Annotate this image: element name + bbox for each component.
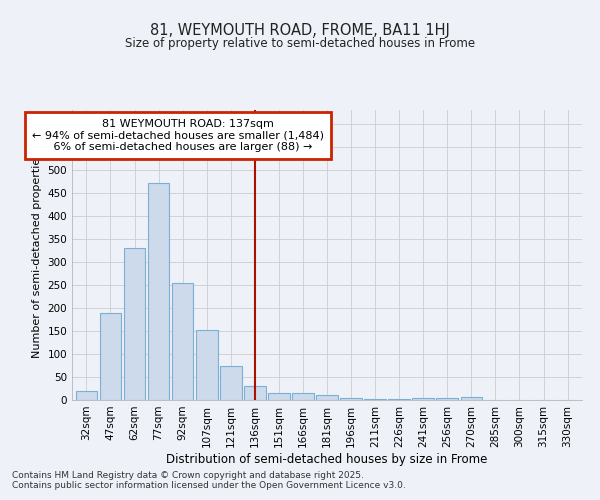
Bar <box>196 330 218 400</box>
Bar <box>316 395 338 400</box>
Bar <box>436 398 458 400</box>
Bar <box>148 182 169 400</box>
Text: 81 WEYMOUTH ROAD: 137sqm
← 94% of semi-detached houses are smaller (1,484)
   6%: 81 WEYMOUTH ROAD: 137sqm ← 94% of semi-d… <box>32 118 324 152</box>
Bar <box>76 391 97 400</box>
Bar <box>461 397 482 400</box>
Y-axis label: Number of semi-detached properties: Number of semi-detached properties <box>32 152 42 358</box>
Text: Contains HM Land Registry data © Crown copyright and database right 2025.
Contai: Contains HM Land Registry data © Crown c… <box>12 470 406 490</box>
Text: 81, WEYMOUTH ROAD, FROME, BA11 1HJ: 81, WEYMOUTH ROAD, FROME, BA11 1HJ <box>150 22 450 38</box>
Bar <box>268 393 290 400</box>
Bar <box>100 314 121 400</box>
Bar <box>220 366 242 400</box>
Bar <box>172 282 193 400</box>
Bar <box>340 398 362 400</box>
Text: Size of property relative to semi-detached houses in Frome: Size of property relative to semi-detach… <box>125 38 475 51</box>
Bar <box>124 248 145 400</box>
X-axis label: Distribution of semi-detached houses by size in Frome: Distribution of semi-detached houses by … <box>166 452 488 466</box>
Bar <box>412 398 434 400</box>
Bar <box>388 398 410 400</box>
Bar <box>364 398 386 400</box>
Bar <box>292 393 314 400</box>
Bar <box>244 386 266 400</box>
